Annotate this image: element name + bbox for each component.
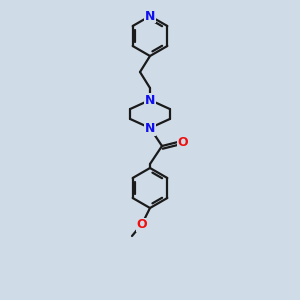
Text: N: N [145, 94, 155, 106]
Text: N: N [145, 10, 155, 22]
Text: O: O [137, 218, 147, 232]
Text: O: O [178, 136, 188, 148]
Text: N: N [145, 122, 155, 134]
